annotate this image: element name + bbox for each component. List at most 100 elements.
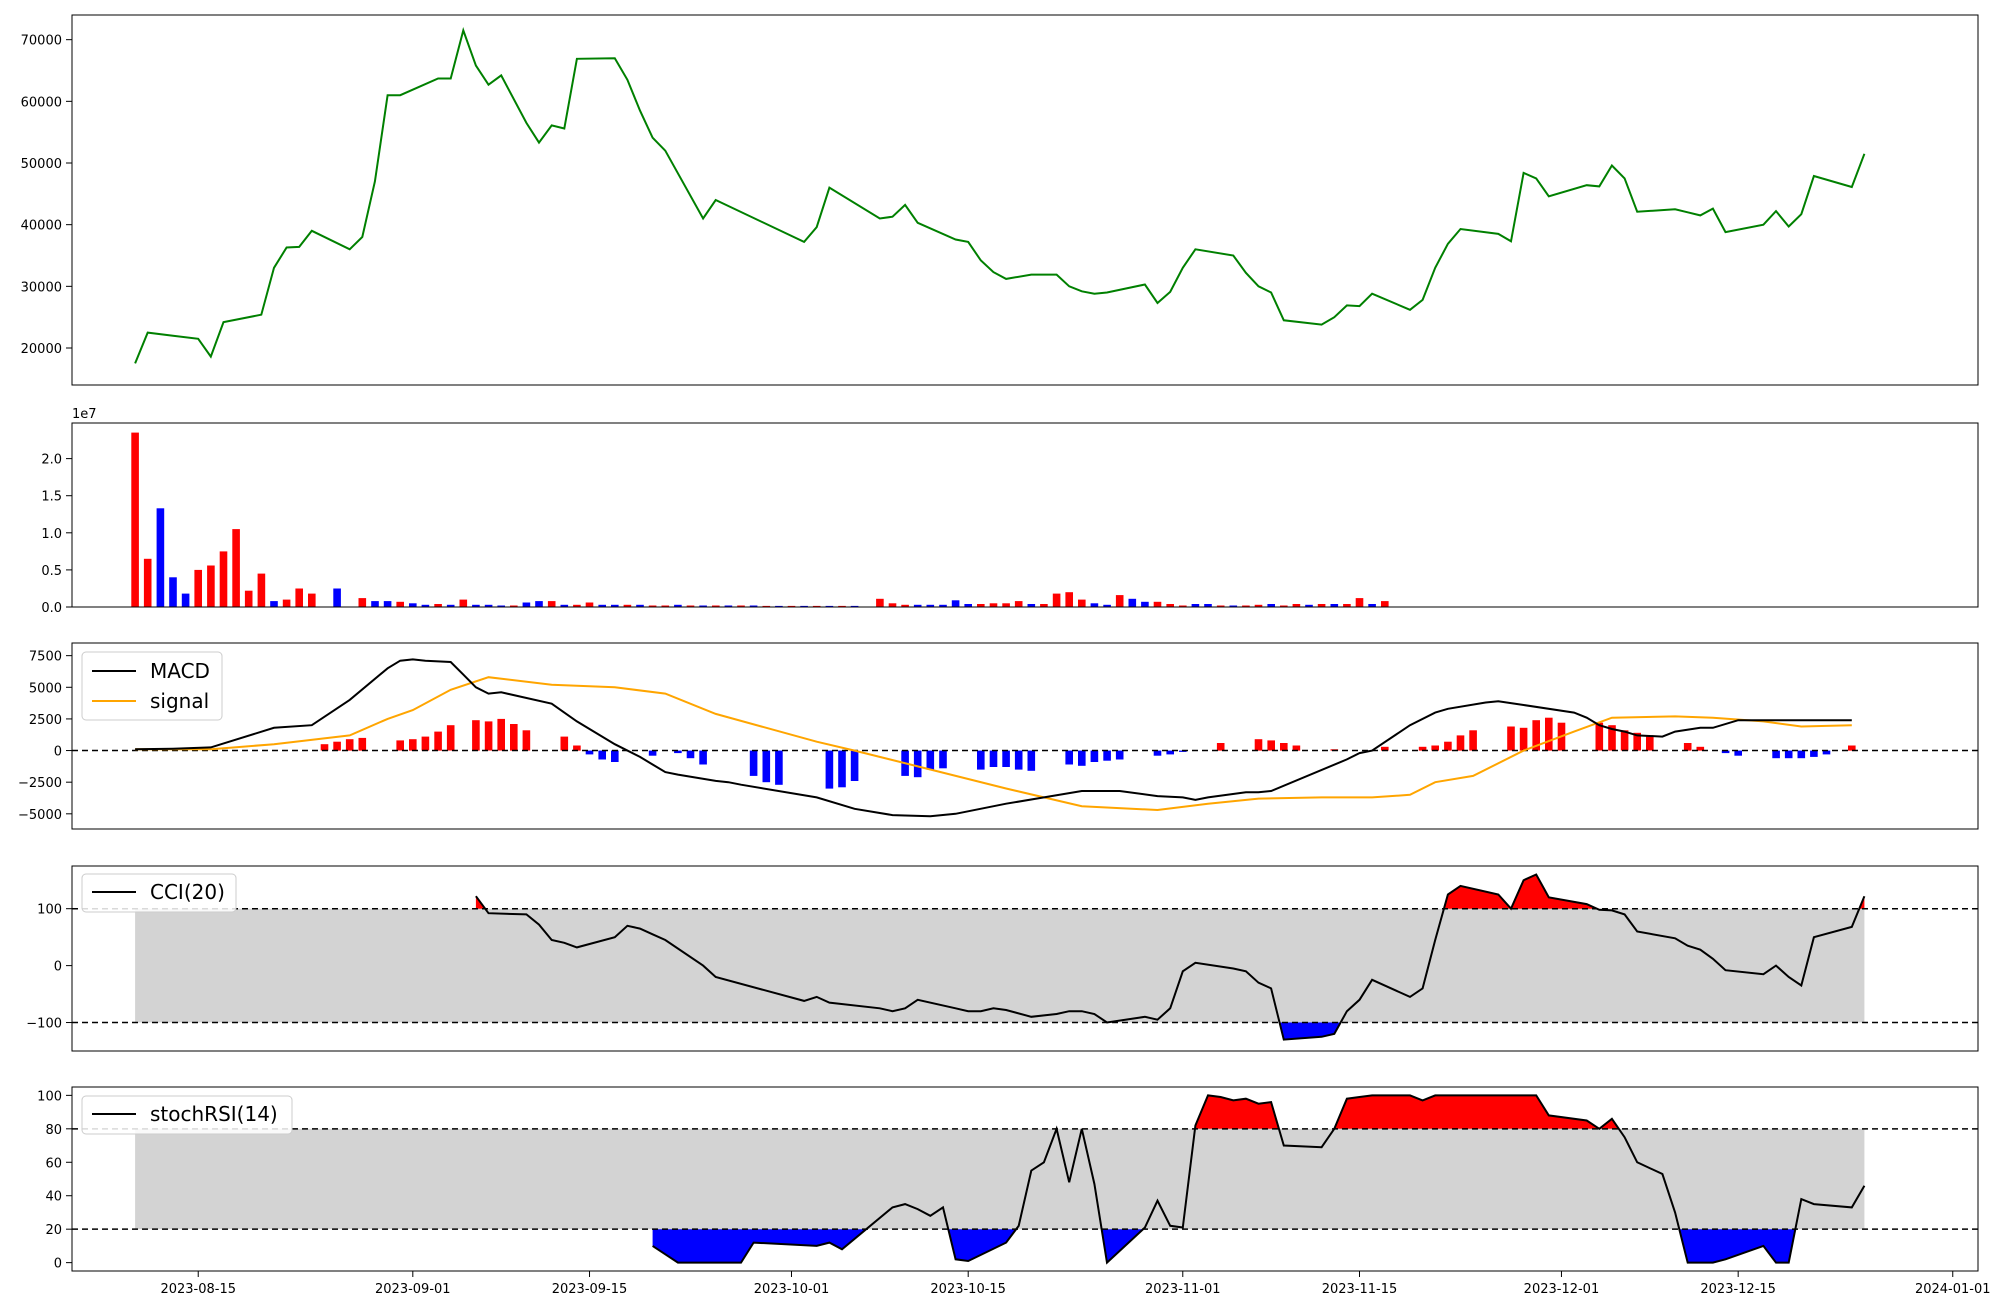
volume-bar <box>371 601 379 607</box>
volume-bar <box>131 432 139 607</box>
macd-histogram-bar <box>1633 732 1641 751</box>
volume-bar <box>522 602 531 607</box>
volume-bar <box>409 603 417 607</box>
volume-bar <box>459 599 468 607</box>
volume-bar <box>699 605 707 607</box>
volume-bar <box>434 604 442 607</box>
volume-bar <box>535 601 543 607</box>
volume-bar <box>396 601 404 607</box>
volume-bar <box>257 573 266 607</box>
volume-bar <box>143 558 152 607</box>
legend-cci-label: CCI(20) <box>150 880 225 904</box>
price-ytick-label: 70000 <box>21 34 62 49</box>
volume-bar <box>1065 592 1073 607</box>
x-tick-label: 2023-08-15 <box>160 1282 236 1297</box>
volume-bar <box>775 605 783 607</box>
macd-histogram-bar <box>598 750 606 760</box>
volume-bar <box>270 601 278 607</box>
volume-bar <box>1166 604 1174 607</box>
volume-bar <box>674 604 682 607</box>
price-line <box>134 27 1866 364</box>
volume-bar <box>295 588 303 607</box>
macd-histogram-bar <box>1254 739 1263 751</box>
macd-legend: MACD signal <box>81 651 223 721</box>
volume-bar <box>686 605 695 607</box>
volume-bar <box>762 605 771 607</box>
volume-bar <box>573 604 581 607</box>
macd-histogram-bar <box>1772 750 1780 759</box>
price-panel-frame <box>71 14 1979 386</box>
macd-histogram-bar <box>749 750 758 776</box>
volume-bar <box>1242 605 1250 607</box>
macd-histogram-bar <box>446 725 455 751</box>
volume-bar <box>825 605 834 607</box>
macd-panel: −5000 −2500 0 2500 5000 7500 MACD signal <box>18 642 1979 830</box>
volume-ytick-label: 0.5 <box>41 564 62 579</box>
volume-bar <box>1141 601 1149 607</box>
volume-bar <box>1052 593 1061 607</box>
price-ytick-label: 40000 <box>21 219 62 234</box>
cci-panel: −100 0 100 CCI(20) <box>26 865 1979 1052</box>
macd-histogram-bar <box>1065 750 1073 765</box>
stochrsi-ytick-label: 100 <box>37 1089 62 1104</box>
macd-histogram-bar <box>926 750 935 770</box>
volume-bar <box>421 604 430 607</box>
macd-histogram-bar <box>421 736 430 751</box>
volume-bar <box>648 605 657 607</box>
stochrsi-y-axis: 0 20 40 60 80 100 <box>37 1089 72 1272</box>
volume-bar <box>1254 604 1263 607</box>
macd-histogram-bar <box>762 750 771 783</box>
volume-bar <box>484 604 493 607</box>
macd-histogram-bar <box>1216 743 1225 751</box>
volume-ytick-label: 0.0 <box>41 601 62 616</box>
x-tick-label: 2023-10-15 <box>930 1282 1006 1297</box>
volume-bar <box>1305 604 1313 607</box>
legend-stochrsi-label: stochRSI(14) <box>150 1102 278 1126</box>
volume-bar <box>850 605 859 607</box>
volume-bar <box>446 604 455 607</box>
volume-bar <box>737 605 745 607</box>
stochrsi-ytick-label: 40 <box>45 1190 62 1205</box>
volume-bar <box>812 605 821 607</box>
macd-histogram-bar <box>1683 743 1692 751</box>
cci-band <box>135 908 1865 1023</box>
macd-histogram-bar <box>1103 750 1111 761</box>
volume-bar <box>1343 604 1351 607</box>
macd-histogram-bar <box>522 730 531 751</box>
volume-bar <box>1078 599 1086 607</box>
volume-bar <box>1115 595 1124 607</box>
volume-bar <box>1040 604 1048 607</box>
stochrsi-ytick-label: 80 <box>45 1123 62 1138</box>
cci-ytick-label: −100 <box>26 1017 62 1032</box>
macd-histogram-bar <box>1153 750 1162 756</box>
volume-bar <box>1292 604 1301 607</box>
macd-histogram-bar <box>1456 735 1465 751</box>
signal-line <box>135 676 1852 812</box>
price-ytick-label: 30000 <box>21 280 62 295</box>
macd-histogram-bar <box>573 745 581 751</box>
macd-histogram-bar <box>989 750 998 767</box>
macd-histogram-bar <box>484 721 493 751</box>
macd-ytick-label: −2500 <box>18 776 62 791</box>
cci-line <box>475 873 1866 1041</box>
price-y-axis: 20000 30000 40000 50000 60000 70000 <box>21 34 72 357</box>
macd-histogram-bar <box>1469 730 1477 751</box>
volume-bar <box>169 577 177 607</box>
volume-bar <box>194 569 202 607</box>
volume-bar <box>181 593 190 607</box>
volume-offset-label: 1e7 <box>72 407 97 422</box>
macd-histogram-bar <box>585 750 594 755</box>
macd-histogram-bar <box>939 750 947 769</box>
volume-bar <box>724 605 733 607</box>
volume-bar <box>800 605 808 607</box>
volume-bar <box>560 604 569 607</box>
volume-bar <box>787 605 796 607</box>
macd-histogram-bar <box>396 740 404 751</box>
macd-histogram-bar <box>472 720 480 751</box>
macd-histogram-bar <box>699 750 707 765</box>
macd-histogram-bar <box>560 736 569 751</box>
volume-bar <box>1381 601 1389 607</box>
macd-histogram-bar <box>1381 746 1389 751</box>
x-tick-label: 2023-09-01 <box>375 1282 451 1297</box>
macd-histogram-bar <box>977 750 985 770</box>
